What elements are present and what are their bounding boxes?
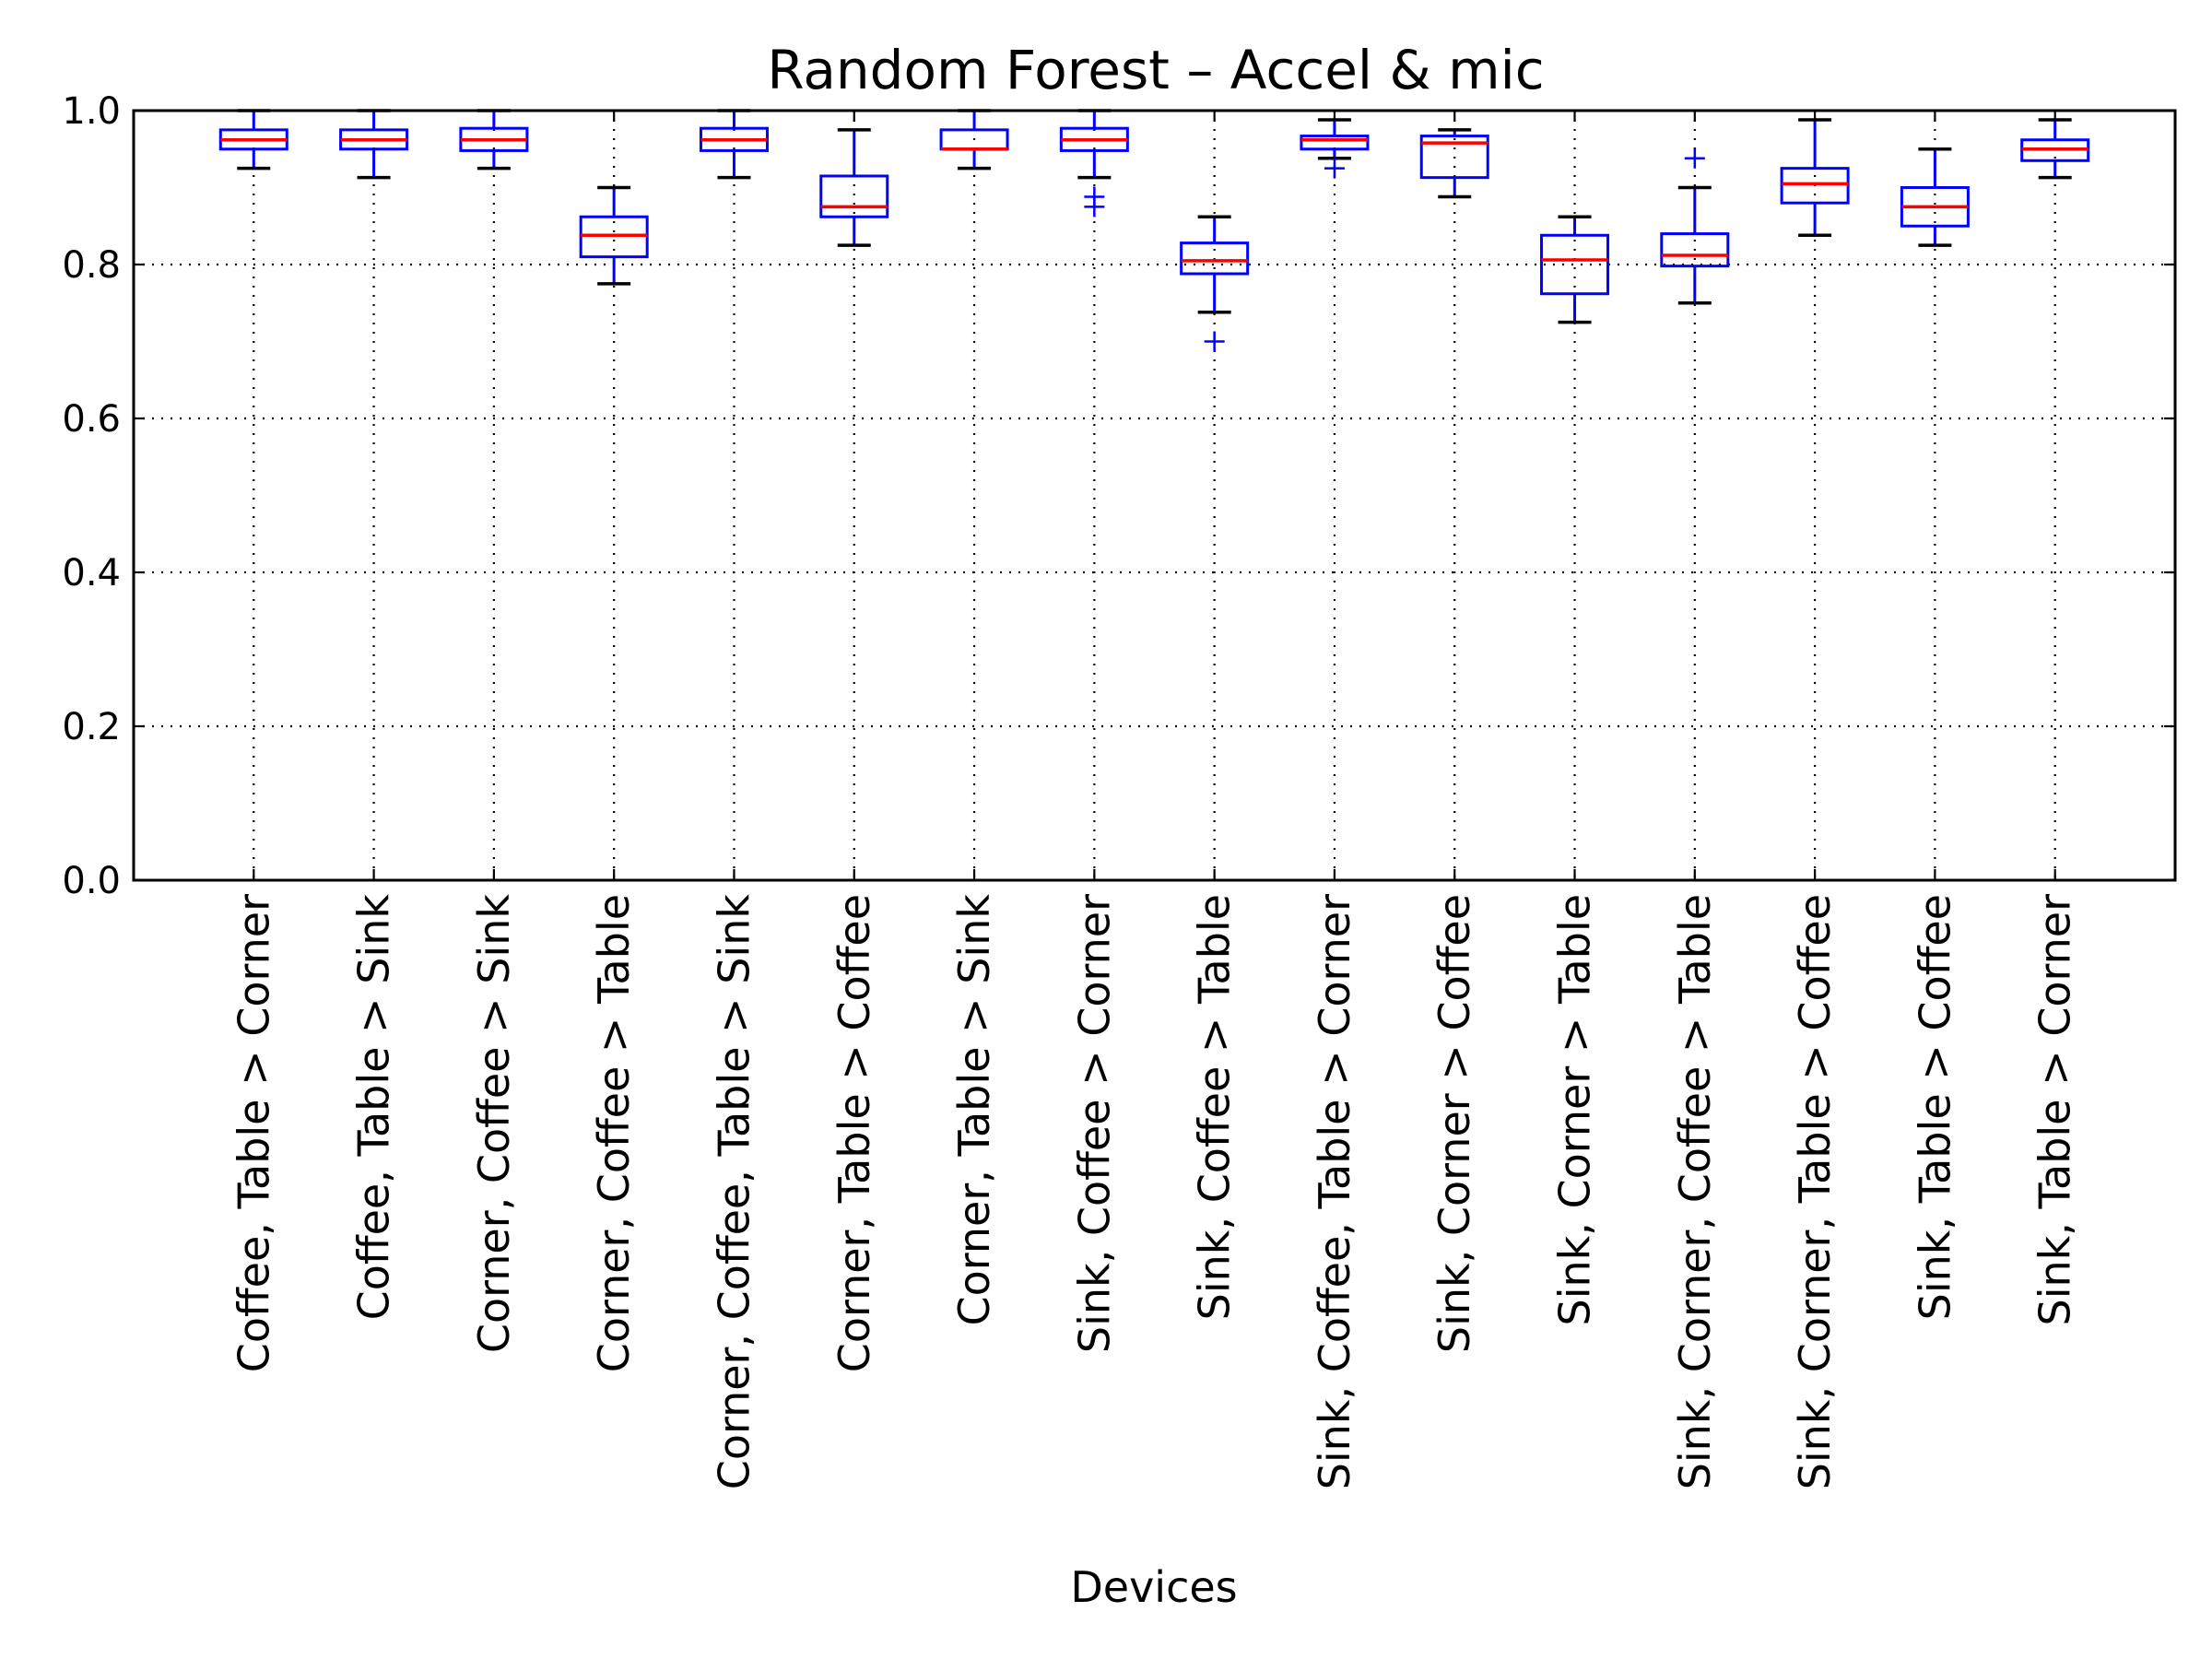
x-axis-ticks: Coffee, Table > Corner Coffee, Table > Si…: [229, 111, 2080, 1490]
box-group: [459, 109, 529, 171]
grid-lines: [134, 111, 2175, 880]
outlier-marker: [1324, 158, 1345, 179]
x-tick-label: Corner, Coffee, Table > Sink: [709, 894, 759, 1490]
outlier-marker: [1204, 331, 1225, 352]
x-tick-label: Corner, Table > Sink: [949, 894, 999, 1326]
box-group: [1660, 147, 1730, 305]
x-tick-label: Sink, Coffee, Table > Corner: [1310, 894, 1359, 1489]
x-tick-label: Sink, Corner > Coffee: [1430, 894, 1479, 1353]
iqr-box: [1419, 135, 1489, 180]
x-tick-label: Corner, Coffee > Table: [589, 894, 639, 1372]
iqr-box: [1180, 241, 1250, 276]
outlier-marker: [1684, 147, 1705, 169]
x-tick-label: Sink, Corner, Coffee > Table: [1670, 894, 1720, 1489]
box-group: [579, 185, 649, 286]
x-tick-label: Sink, Coffee > Corner: [1069, 894, 1119, 1353]
y-tick-label: 0.2: [62, 706, 121, 748]
x-tick-label: Corner, Coffee > Sink: [469, 894, 519, 1353]
x-axis-label: Devices: [1070, 1562, 1237, 1612]
y-tick-label: 1.0: [62, 90, 121, 133]
x-tick-label: Sink, Coffee > Table: [1190, 894, 1240, 1320]
x-tick-label: Sink, Table > Coffee: [1910, 894, 1959, 1320]
x-tick-label: Sink, Table > Corner: [2030, 894, 2080, 1326]
box-group: [819, 128, 889, 247]
box-group: [1780, 118, 1850, 238]
iqr-box: [1780, 167, 1850, 205]
y-axis-ticks: 0.0 0.2 0.4 0.6 0.8 1.0: [62, 90, 2175, 902]
outlier-marker: [1084, 186, 1105, 207]
box-group: [1180, 215, 1250, 352]
x-tick-label: Sink, Corner > Table: [1550, 894, 1600, 1326]
x-tick-label: Sink, Corner, Table > Coffee: [1790, 894, 1840, 1489]
box-group: [339, 109, 409, 180]
x-tick-label: Coffee, Table > Corner: [229, 894, 278, 1372]
box-group: [1540, 215, 1610, 324]
y-tick-label: 0.6: [62, 398, 121, 441]
box-group: [1300, 118, 1370, 179]
y-tick-label: 0.0: [62, 860, 121, 902]
box-group: [1059, 109, 1129, 218]
box-group: [1900, 147, 1970, 247]
iqr-box: [1300, 135, 1370, 151]
x-tick-label: Corner, Table > Coffee: [830, 894, 879, 1372]
iqr-box: [1540, 233, 1610, 296]
x-tick-label: Coffee, Table > Sink: [349, 894, 399, 1321]
box-group: [2020, 118, 2090, 180]
iqr-box: [819, 174, 889, 218]
chart-title: Random Forest – Accel & mic: [767, 39, 1544, 101]
y-tick-label: 0.8: [62, 244, 121, 287]
box-group: [699, 109, 769, 180]
plot-area-frame: [132, 109, 2177, 882]
box-plots: [218, 109, 2090, 352]
iqr-box: [1660, 232, 1730, 268]
box-group: [1419, 128, 1489, 199]
y-tick-label: 0.4: [62, 552, 121, 594]
box-group: [218, 109, 288, 171]
